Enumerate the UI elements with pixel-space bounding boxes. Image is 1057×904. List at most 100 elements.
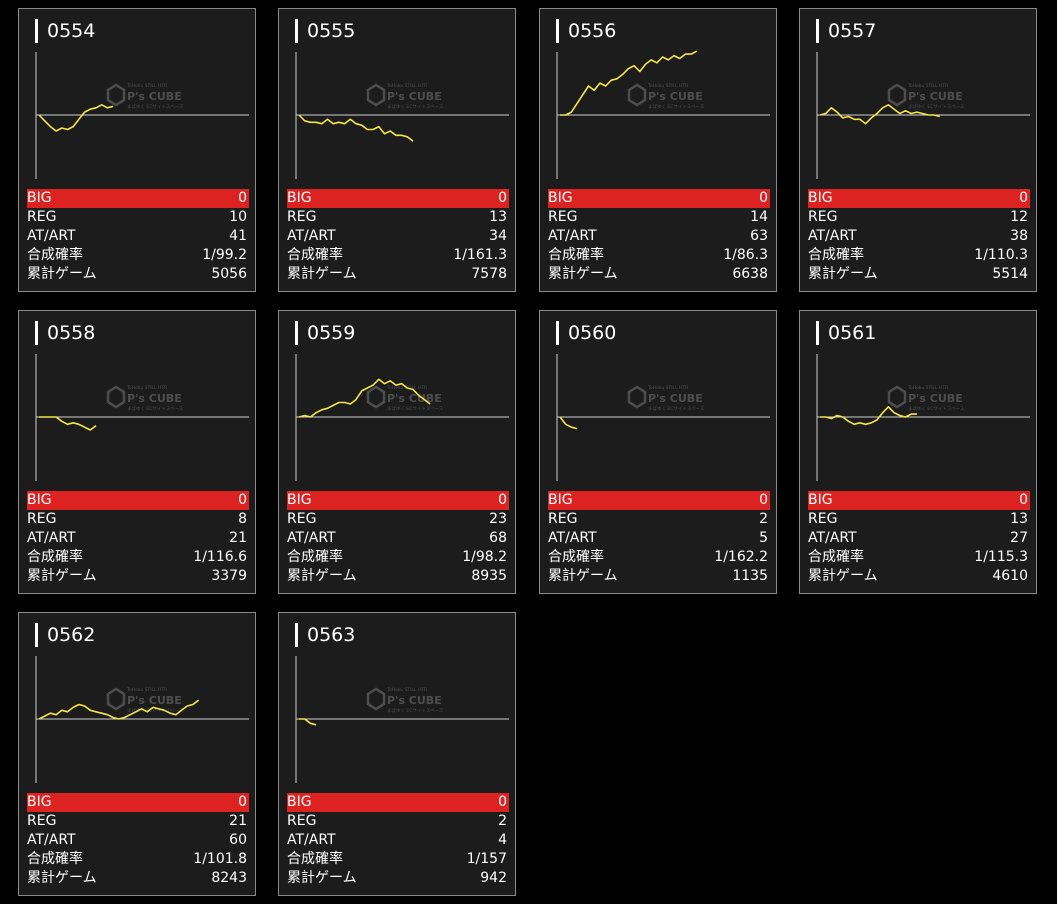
- watermark-top-text: ToHoku STILL HTR: [386, 687, 427, 693]
- pscube-watermark: ToHoku STILL HTR P's CUBE まばゆく ECサイトスペース: [106, 83, 184, 110]
- watermark-logo-text: P's CUBE: [127, 90, 182, 103]
- rate-row: 合成確率 1/161.3: [287, 246, 509, 265]
- stats-table: BIG 0 REG 13 AT/ART 27 合成確率 1/115.3 累計ゲー…: [808, 491, 1030, 586]
- big-label: BIG: [27, 794, 52, 810]
- watermark-bottom-text: まばゆく ECサイトスペース: [908, 405, 965, 412]
- rate-label: 合成確率: [287, 851, 343, 867]
- machine-card-0558[interactable]: 0558 ToHoku STILL HTR P's CUBE まばゆく ECサイ…: [18, 310, 256, 594]
- rate-row: 合成確率 1/98.2: [287, 548, 509, 567]
- machine-card-0556[interactable]: 0556 ToHoku STILL HTR P's CUBE まばゆく ECサイ…: [539, 8, 777, 292]
- history-line: [39, 416, 97, 431]
- total-games: 6638: [732, 266, 768, 282]
- rate-label: 合成確率: [808, 247, 864, 263]
- total-games: 942: [480, 870, 507, 886]
- combined-rate: 1/115.3: [974, 549, 1028, 565]
- machine-number: 0562: [35, 623, 95, 647]
- watermark-logo-text: P's CUBE: [127, 694, 182, 707]
- total-games: 7578: [471, 266, 507, 282]
- rate-label: 合成確率: [548, 549, 604, 565]
- watermark-top-text: ToHoku STILL HTR: [126, 83, 167, 89]
- stats-table: BIG 0 REG 13 AT/ART 34 合成確率 1/161.3 累計ゲー…: [287, 189, 509, 284]
- reg-count: 2: [498, 813, 507, 829]
- at-label: AT/ART: [287, 530, 336, 546]
- at-count: 68: [489, 530, 507, 546]
- rate-label: 合成確率: [27, 247, 83, 263]
- big-count: 0: [1019, 492, 1028, 508]
- big-label: BIG: [27, 492, 52, 508]
- big-label: BIG: [27, 190, 52, 206]
- games-row: 累計ゲーム 3379: [27, 567, 249, 586]
- games-label: 累計ゲーム: [27, 568, 97, 584]
- at-row: AT/ART 4: [287, 831, 509, 850]
- reg-label: REG: [808, 209, 838, 225]
- history-line: [38, 104, 114, 132]
- at-count: 21: [229, 530, 247, 546]
- reg-row: REG 13: [808, 510, 1030, 529]
- history-line: [38, 699, 200, 720]
- stats-table: BIG 0 REG 10 AT/ART 41 合成確率 1/99.2 累計ゲーム…: [27, 189, 249, 284]
- big-count: 0: [238, 492, 247, 508]
- combined-rate: 1/99.2: [202, 247, 247, 263]
- machine-card-0560[interactable]: 0560 ToHoku STILL HTR P's CUBE まばゆく ECサイ…: [539, 310, 777, 594]
- watermark-bottom-text: まばゆく ECサイトスペース: [908, 103, 965, 110]
- watermark-bottom-text: まばゆく ECサイトスペース: [387, 405, 444, 412]
- machine-number: 0558: [35, 321, 95, 345]
- history-line: [560, 50, 698, 116]
- cube-logo-icon: [627, 385, 647, 409]
- watermark-top-text: ToHoku STILL HTR: [386, 83, 427, 89]
- pscube-watermark: ToHoku STILL HTR P's CUBE まばゆく ECサイトスペース: [887, 83, 965, 110]
- rate-row: 合成確率 1/101.8: [27, 850, 249, 869]
- watermark-logo-text: P's CUBE: [127, 392, 182, 405]
- reg-count: 21: [229, 813, 247, 829]
- cube-logo-icon: [106, 385, 126, 409]
- reg-count: 12: [1010, 209, 1028, 225]
- machine-card-0555[interactable]: 0555 ToHoku STILL HTR P's CUBE まばゆく ECサイ…: [278, 8, 516, 292]
- reg-label: REG: [548, 209, 578, 225]
- machine-card-0561[interactable]: 0561 ToHoku STILL HTR P's CUBE まばゆく ECサイ…: [799, 310, 1037, 594]
- reg-count: 13: [1010, 511, 1028, 527]
- pscube-watermark: ToHoku STILL HTR P's CUBE まばゆく ECサイトスペース: [366, 687, 444, 714]
- pscube-watermark: ToHoku STILL HTR P's CUBE まばゆく ECサイトスペース: [627, 83, 705, 110]
- reg-count: 2: [759, 511, 768, 527]
- big-count: 0: [498, 492, 507, 508]
- machine-number: 0555: [295, 19, 355, 43]
- big-row: BIG 0: [287, 793, 509, 812]
- games-label: 累計ゲーム: [548, 568, 618, 584]
- watermark-logo-text: P's CUBE: [908, 392, 963, 405]
- games-row: 累計ゲーム 8935: [287, 567, 509, 586]
- games-label: 累計ゲーム: [287, 568, 357, 584]
- rate-row: 合成確率 1/157: [287, 850, 509, 869]
- watermark-top-text: ToHoku STILL HTR: [647, 83, 688, 89]
- pscube-watermark: ToHoku STILL HTR P's CUBE まばゆく ECサイトスペース: [366, 385, 444, 412]
- reg-label: REG: [27, 511, 57, 527]
- big-row: BIG 0: [548, 189, 770, 208]
- watermark-logo-text: P's CUBE: [648, 90, 703, 103]
- reg-label: REG: [27, 209, 57, 225]
- reg-row: REG 21: [27, 812, 249, 831]
- history-graph: ToHoku STILL HTR P's CUBE まばゆく ECサイトスペース: [295, 52, 509, 179]
- machine-number: 0559: [295, 321, 355, 345]
- at-row: AT/ART 60: [27, 831, 249, 850]
- big-row: BIG 0: [548, 491, 770, 510]
- rate-label: 合成確率: [27, 851, 83, 867]
- machine-card-0554[interactable]: 0554 ToHoku STILL HTR P's CUBE まばゆく ECサイ…: [18, 8, 256, 292]
- combined-rate: 1/86.3: [723, 247, 768, 263]
- big-count: 0: [238, 190, 247, 206]
- machine-card-0563[interactable]: 0563 ToHoku STILL HTR P's CUBE まばゆく ECサイ…: [278, 612, 516, 896]
- watermark-bottom-text: まばゆく ECサイトスペース: [387, 103, 444, 110]
- at-count: 41: [229, 228, 247, 244]
- history-graph: ToHoku STILL HTR P's CUBE まばゆく ECサイトスペース: [816, 52, 1030, 179]
- at-count: 34: [489, 228, 507, 244]
- games-label: 累計ゲーム: [27, 870, 97, 886]
- pscube-watermark: ToHoku STILL HTR P's CUBE まばゆく ECサイトスペース: [887, 385, 965, 412]
- pscube-watermark: ToHoku STILL HTR P's CUBE まばゆく ECサイトスペース: [366, 83, 444, 110]
- machine-card-0557[interactable]: 0557 ToHoku STILL HTR P's CUBE まばゆく ECサイ…: [799, 8, 1037, 292]
- games-row: 累計ゲーム 7578: [287, 265, 509, 284]
- machine-card-0562[interactable]: 0562 ToHoku STILL HTR P's CUBE まばゆく ECサイ…: [18, 612, 256, 896]
- reg-label: REG: [548, 511, 578, 527]
- history-graph: ToHoku STILL HTR P's CUBE まばゆく ECサイトスペース: [295, 354, 509, 481]
- watermark-bottom-text: まばゆく ECサイトスペース: [387, 707, 444, 714]
- big-count: 0: [238, 794, 247, 810]
- machine-card-0559[interactable]: 0559 ToHoku STILL HTR P's CUBE まばゆく ECサイ…: [278, 310, 516, 594]
- big-row: BIG 0: [27, 793, 249, 812]
